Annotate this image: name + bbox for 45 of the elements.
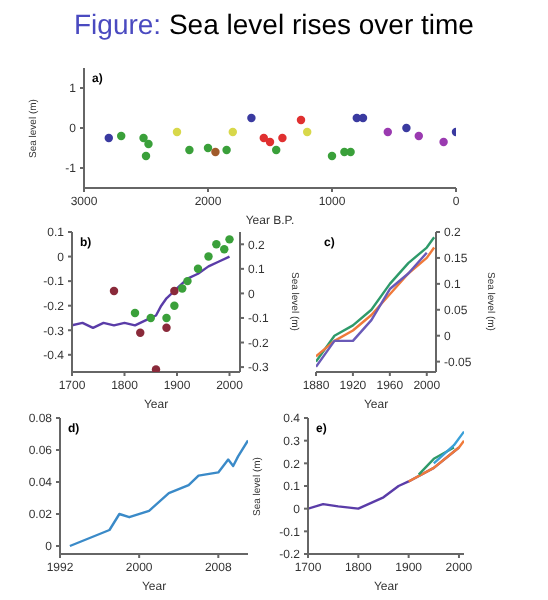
chart-title: Figure: Sea level rises over time — [72, 8, 476, 40]
point — [271, 145, 281, 155]
point — [170, 286, 179, 296]
point — [228, 127, 238, 137]
point — [151, 365, 161, 372]
point — [146, 313, 155, 323]
point — [222, 145, 231, 155]
line-series — [407, 439, 464, 483]
point — [183, 276, 192, 286]
point — [109, 286, 119, 296]
point — [302, 127, 312, 137]
point — [144, 139, 153, 149]
point — [104, 133, 114, 143]
point — [212, 240, 221, 249]
point — [259, 133, 269, 143]
line-series — [316, 251, 428, 369]
point — [204, 252, 213, 261]
point — [185, 145, 194, 155]
point — [178, 284, 187, 293]
point — [130, 308, 140, 318]
point — [170, 301, 179, 310]
point — [162, 313, 171, 323]
point — [225, 235, 234, 244]
point — [203, 143, 213, 153]
point — [141, 151, 151, 161]
point — [193, 264, 203, 274]
point — [296, 115, 306, 125]
point — [383, 127, 393, 137]
point — [327, 151, 337, 161]
point — [139, 133, 148, 143]
point — [172, 127, 182, 137]
point — [439, 137, 448, 147]
point — [211, 147, 220, 157]
point — [247, 113, 256, 123]
point — [220, 244, 229, 254]
point — [265, 137, 275, 147]
line-series — [72, 255, 231, 329]
point — [346, 147, 355, 157]
point — [278, 133, 287, 143]
point — [116, 131, 126, 141]
point — [402, 123, 411, 133]
point — [162, 323, 171, 332]
line-series — [68, 439, 248, 548]
point — [414, 131, 424, 141]
point — [136, 328, 145, 337]
